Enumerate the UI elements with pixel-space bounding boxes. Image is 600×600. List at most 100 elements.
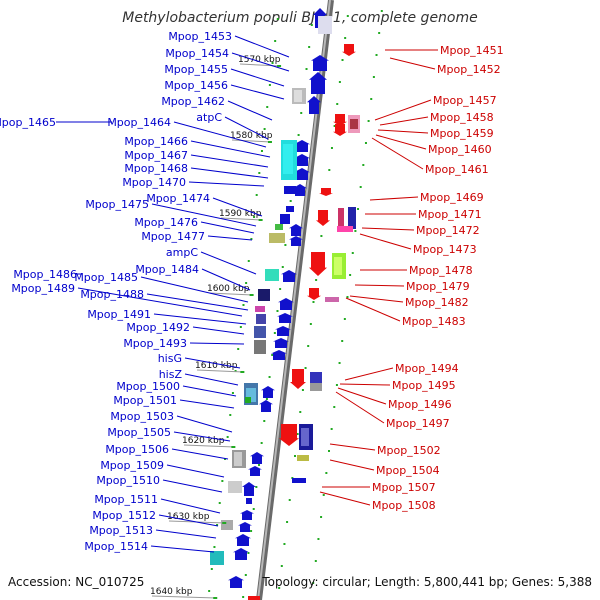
gene-label-mpop_1509[interactable]: Mpop_1509: [100, 459, 164, 472]
gene-label-mpop_1477[interactable]: Mpop_1477: [141, 230, 205, 243]
gene-label-mpop_1467[interactable]: Mpop_1467: [124, 149, 188, 162]
gene-arrow-icon: [307, 288, 321, 300]
gene-leader-line: [190, 167, 269, 179]
gene-arrow-icon: [294, 140, 310, 152]
gene-label-mpop_1512[interactable]: Mpop_1512: [92, 509, 156, 522]
gene-label-mpop_1508[interactable]: Mpop_1508: [372, 499, 436, 512]
gene-block: [256, 314, 266, 324]
gene-label-mpop_1456[interactable]: Mpop_1456: [164, 79, 228, 92]
gene-block: [337, 226, 353, 232]
gene-label-mpop_1502[interactable]: Mpop_1502: [377, 444, 441, 457]
gene-label-mpop_1492[interactable]: Mpop_1492: [126, 321, 190, 334]
gene-block: [334, 257, 342, 275]
gene-arrow-icon: [240, 510, 254, 520]
gene-leader-line: [329, 459, 375, 471]
gene-label-mpop_1491[interactable]: Mpop_1491: [87, 308, 151, 321]
gene-block: [350, 119, 358, 129]
gene-label-mpop_1466[interactable]: Mpop_1466: [124, 135, 188, 148]
gene-block: [310, 383, 322, 391]
gene-leader-line: [389, 57, 436, 70]
gene-label-mpop_1473[interactable]: Mpop_1473: [413, 243, 477, 256]
gene-label-hisg[interactable]: hisG: [158, 352, 182, 365]
gene-label-mpop_1513[interactable]: Mpop_1513: [89, 524, 153, 537]
gene-label-mpop_1510[interactable]: Mpop_1510: [96, 474, 160, 487]
gene-label-mpop_1479[interactable]: Mpop_1479: [406, 280, 470, 293]
gene-label-mpop_1484[interactable]: Mpop_1484: [135, 263, 199, 276]
gene-label-mpop_1485[interactable]: Mpop_1485: [74, 271, 138, 284]
gene-label-mpop_1493[interactable]: Mpop_1493: [123, 337, 187, 350]
gene-leader-line: [200, 251, 257, 275]
gene-leader-line: [150, 545, 215, 553]
gene-label-mpop_1453[interactable]: Mpop_1453: [168, 30, 232, 43]
gene-label-mpop_1486[interactable]: Mpop_1486: [13, 268, 77, 281]
gene-block: [325, 297, 339, 302]
gene-label-mpop_1505[interactable]: Mpop_1505: [107, 426, 171, 439]
gene-label-hisz[interactable]: hisZ: [159, 368, 183, 381]
gene-label-mpop_1461[interactable]: Mpop_1461: [425, 163, 489, 176]
gene-label-mpop_1514[interactable]: Mpop_1514: [84, 540, 148, 553]
gene-label-mpop_1472[interactable]: Mpop_1472: [416, 224, 480, 237]
gene-label-mpop_1468[interactable]: Mpop_1468: [124, 162, 188, 175]
gene-arrow-icon: [278, 298, 294, 310]
gene-label-mpop_1488[interactable]: Mpop_1488: [80, 288, 144, 301]
kbp-tick-label: 1570 kbp: [238, 55, 281, 65]
gene-label-mpop_1475[interactable]: Mpop_1475: [85, 198, 149, 211]
gene-leader-line: [377, 129, 429, 134]
gene-label-mpop_1511[interactable]: Mpop_1511: [94, 493, 158, 506]
gene-label-mpop_1503[interactable]: Mpop_1503: [110, 410, 174, 423]
gene-block: [275, 224, 283, 230]
gene-label-mpop_1476[interactable]: Mpop_1476: [134, 216, 198, 229]
gene-leader-line: [77, 287, 243, 317]
gene-label-mpop_1506[interactable]: Mpop_1506: [105, 443, 169, 456]
gene-label-mpop_1483[interactable]: Mpop_1483: [402, 315, 466, 328]
gene-label-mpop_1465[interactable]: Mpop_1465: [0, 116, 56, 129]
gene-leader-line: [329, 443, 376, 451]
gene-label-atpc[interactable]: atpC: [196, 111, 222, 124]
gene-label-mpop_1457[interactable]: Mpop_1457: [433, 94, 497, 107]
gene-label-mpop_1460[interactable]: Mpop_1460: [428, 143, 492, 156]
gene-features: [210, 8, 360, 600]
gene-label-ampc[interactable]: ampC: [166, 246, 198, 259]
gene-label-mpop_1452[interactable]: Mpop_1452: [437, 63, 501, 76]
gene-label-mpop_1504[interactable]: Mpop_1504: [376, 464, 440, 477]
gene-label-mpop_1497[interactable]: Mpop_1497: [386, 417, 450, 430]
gene-label-mpop_1462[interactable]: Mpop_1462: [161, 95, 225, 108]
gene-leader-line: [179, 399, 235, 409]
tick-leader: [231, 139, 271, 143]
gene-label-mpop_1458[interactable]: Mpop_1458: [430, 111, 494, 124]
gene-label-mpop_1494[interactable]: Mpop_1494: [395, 362, 459, 375]
gene-label-mpop_1455[interactable]: Mpop_1455: [164, 63, 228, 76]
gene-label-mpop_1469[interactable]: Mpop_1469: [420, 191, 484, 204]
gene-label-mpop_1489[interactable]: Mpop_1489: [11, 282, 75, 295]
gene-leader-line: [176, 415, 233, 433]
gene-label-mpop_1470[interactable]: Mpop_1470: [122, 176, 186, 189]
gene-arrow-icon: [238, 522, 252, 532]
gene-leader-line: [184, 357, 241, 369]
gene-arrow-icon: [228, 576, 244, 588]
gene-label-mpop_1478[interactable]: Mpop_1478: [409, 264, 473, 277]
gene-arrow-icon: [293, 184, 307, 196]
gene-label-mpop_1507[interactable]: Mpop_1507: [372, 481, 436, 494]
gene-label-mpop_1471[interactable]: Mpop_1471: [418, 208, 482, 221]
kbp-tick-label: 1640 kbp: [150, 587, 193, 597]
gene-leader-line: [359, 233, 412, 250]
gene-label-mpop_1500[interactable]: Mpop_1500: [116, 380, 180, 393]
gene-arrow-icon: [294, 168, 310, 180]
gene-label-mpop_1496[interactable]: Mpop_1496: [388, 398, 452, 411]
gene-leader-line: [212, 197, 263, 217]
gene-block: [269, 233, 285, 243]
gene-arrow-icon: [273, 338, 289, 348]
tick-leader: [183, 444, 235, 448]
gene-label-mpop_1501[interactable]: Mpop_1501: [113, 394, 177, 407]
gene-label-mpop_1495[interactable]: Mpop_1495: [392, 379, 456, 392]
gene-label-mpop_1459[interactable]: Mpop_1459: [430, 127, 494, 140]
gene-leader-line: [354, 284, 405, 287]
tick-mark: [267, 141, 272, 143]
gene-block: [245, 397, 251, 403]
gene-label-mpop_1482[interactable]: Mpop_1482: [405, 296, 469, 309]
gene-label-mpop_1454[interactable]: Mpop_1454: [165, 47, 229, 60]
gene-label-mpop_1474[interactable]: Mpop_1474: [146, 192, 210, 205]
tick-leader: [151, 595, 217, 599]
gene-label-mpop_1464[interactable]: Mpop_1464: [107, 116, 171, 129]
gene-label-mpop_1451[interactable]: Mpop_1451: [440, 44, 504, 57]
